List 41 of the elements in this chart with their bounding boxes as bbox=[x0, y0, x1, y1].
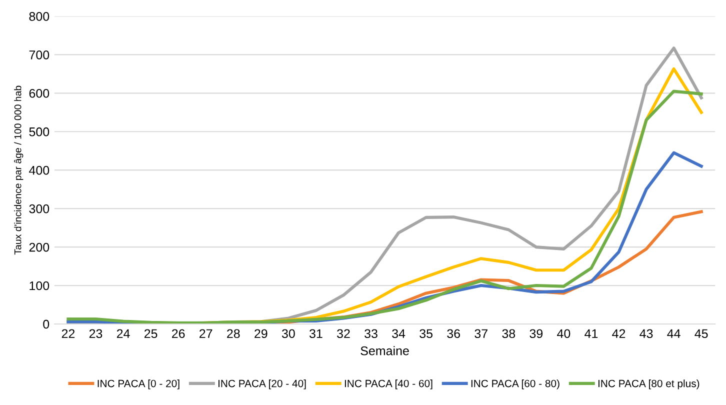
y-tick-label: 800 bbox=[29, 12, 50, 21]
x-tick-label: 37 bbox=[474, 329, 488, 338]
x-tick-label: 29 bbox=[254, 329, 268, 338]
x-tick-label: 26 bbox=[172, 329, 185, 338]
x-tick-label: 32 bbox=[337, 329, 350, 338]
legend-label: INC PACA [60 - 80) bbox=[471, 380, 560, 390]
x-tick-label: 36 bbox=[447, 329, 460, 338]
x-tick-label: 28 bbox=[227, 329, 240, 338]
legend-label: INC PACA [0 - 20] bbox=[98, 380, 180, 390]
x-tick-label: 40 bbox=[557, 329, 570, 338]
x-tick-label: 27 bbox=[200, 329, 212, 338]
y-tick-label: 700 bbox=[29, 50, 50, 60]
y-axis-title: Taux d'incidence par âge / 100 000 hab bbox=[14, 86, 24, 255]
x-tick-label: 44 bbox=[667, 329, 680, 338]
y-tick-label: 400 bbox=[29, 166, 50, 175]
y-tick-label: 200 bbox=[29, 242, 50, 252]
legend-label: INC PACA [20 - 40] bbox=[218, 380, 306, 390]
x-tick-label: 23 bbox=[89, 329, 102, 338]
line-series bbox=[66, 90, 703, 324]
x-tick-label: 34 bbox=[392, 329, 406, 338]
y-tick-label: 500 bbox=[29, 127, 50, 136]
x-tick-label: 24 bbox=[116, 329, 130, 338]
y-tick-label: 300 bbox=[29, 204, 50, 214]
x-tick-label: 35 bbox=[420, 329, 432, 338]
x-tick-label: 22 bbox=[62, 329, 75, 338]
y-tick-label: 600 bbox=[29, 88, 50, 98]
x-tick-label: 39 bbox=[530, 329, 543, 338]
x-tick-label: 25 bbox=[144, 329, 158, 338]
x-tick-label: 41 bbox=[584, 329, 598, 338]
legend-label: INC PACA [40 - 60] bbox=[344, 380, 432, 390]
x-tick-label: 30 bbox=[282, 329, 295, 338]
x-tick-label: 38 bbox=[502, 329, 516, 338]
y-tick-label: 0 bbox=[43, 320, 50, 329]
x-tick-label: 42 bbox=[612, 329, 626, 338]
y-tick-label: 100 bbox=[30, 281, 50, 290]
x-tick-label: 45 bbox=[694, 329, 708, 338]
x-tick-label: 31 bbox=[309, 329, 322, 338]
x-tick-label: 43 bbox=[640, 329, 653, 338]
x-axis-title: Semaine bbox=[360, 346, 409, 356]
x-tick-label: 33 bbox=[364, 329, 378, 338]
legend-label: INC PACA [80 et plus) bbox=[598, 380, 700, 390]
